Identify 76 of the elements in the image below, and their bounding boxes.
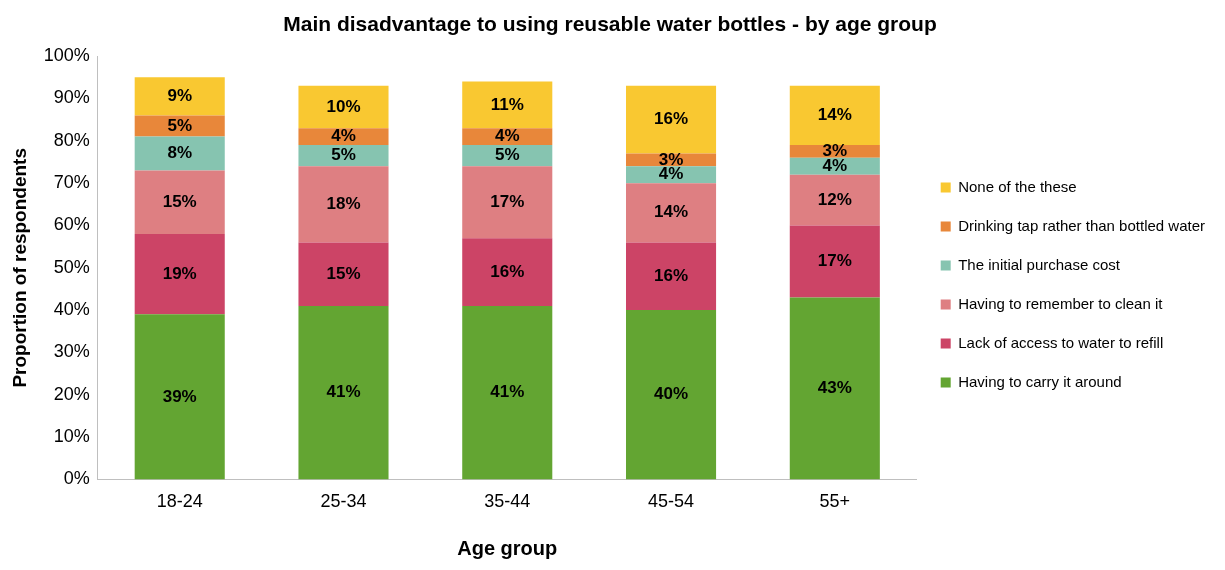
data-label: 40%: [654, 384, 689, 404]
data-label: 5%: [331, 145, 356, 165]
bar: [626, 183, 717, 243]
bar: [298, 305, 389, 480]
bar: [626, 85, 717, 154]
legend-label: Drinking tap rather than bottled water: [958, 216, 1206, 234]
data-label: 4%: [494, 126, 520, 146]
x-tick-label: 45-54: [648, 491, 695, 512]
bar: [298, 85, 389, 129]
bar: [134, 314, 225, 480]
data-label: 43%: [817, 378, 852, 398]
bar: [298, 145, 389, 167]
data-label: 19%: [162, 263, 197, 283]
bar: [134, 170, 225, 234]
data-label: 14%: [654, 202, 689, 222]
data-label: 10%: [326, 96, 361, 116]
data-label: 4%: [822, 155, 848, 175]
data-label: 15%: [326, 263, 361, 283]
bar: [626, 242, 717, 311]
bar: [298, 242, 389, 306]
data-label: 16%: [654, 109, 689, 129]
y-tick-label: 10%: [53, 426, 90, 447]
bar: [626, 310, 717, 480]
bar: [789, 174, 880, 226]
legend-label: Lack of access to water to refill: [958, 333, 1164, 351]
y-tick-label: 60%: [53, 214, 90, 235]
legend-label: Having to remember to clean it: [958, 294, 1164, 312]
y-axis-title: Proportion of respondents: [8, 148, 30, 388]
y-tick-label: 70%: [53, 172, 90, 193]
y-tick-label: 40%: [53, 299, 90, 320]
bar: [462, 166, 553, 239]
x-axis-title: Age group: [457, 536, 558, 559]
data-label: 14%: [817, 105, 852, 125]
data-label: 4%: [658, 164, 684, 184]
data-label: 41%: [490, 382, 525, 402]
bar: [462, 81, 553, 129]
bar: [462, 305, 553, 480]
data-label: 16%: [490, 261, 525, 281]
y-tick-label: 80%: [53, 129, 90, 150]
data-label: 5%: [494, 145, 520, 165]
y-tick-label: 30%: [53, 341, 90, 362]
data-label: 5%: [167, 115, 193, 135]
x-tick-label: 25-34: [320, 491, 367, 512]
data-label: 9%: [167, 86, 193, 106]
data-label: 12%: [817, 189, 852, 209]
data-label: 8%: [167, 143, 193, 163]
legend-label: Having to carry it around: [958, 372, 1122, 390]
bar: [134, 136, 225, 171]
bar: [462, 238, 553, 306]
y-tick-label: 50%: [53, 256, 90, 277]
y-tick-label: 90%: [53, 87, 90, 108]
y-tick-label: 100%: [43, 45, 90, 66]
bar: [789, 225, 880, 298]
y-tick-label: 0%: [63, 468, 90, 489]
data-label: 15%: [162, 191, 197, 211]
legend-label: The initial purchase cost: [958, 255, 1121, 273]
bar: [298, 166, 389, 243]
data-label: 17%: [490, 191, 525, 211]
data-label: 39%: [162, 386, 197, 406]
data-label: 16%: [654, 265, 689, 285]
legend-label: None of the these: [958, 177, 1077, 195]
data-label: 4%: [331, 126, 356, 146]
data-label: 18%: [326, 194, 361, 214]
bar: [134, 77, 225, 116]
bar: [789, 85, 880, 146]
x-tick-label: 55+: [819, 491, 851, 512]
data-label: 11%: [490, 94, 524, 114]
x-tick-label: 18-24: [156, 491, 203, 512]
data-label: 17%: [817, 251, 852, 271]
bar: [134, 115, 225, 137]
data-label: 41%: [326, 382, 361, 402]
chart-title: Main disadvantage to using reusable water bottles - by age group: [283, 12, 937, 36]
bar: [134, 233, 225, 315]
y-tick-label: 20%: [53, 383, 90, 404]
x-tick-label: 35-44: [484, 491, 531, 512]
bar: [789, 297, 880, 480]
